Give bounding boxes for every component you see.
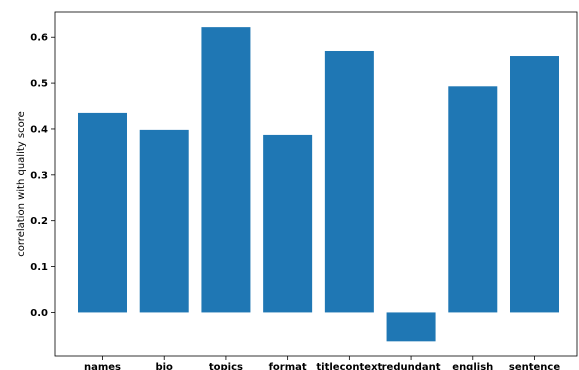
- y-axis-label: correlation with quality score: [16, 111, 27, 257]
- y-tick-label: 0.4: [30, 124, 48, 135]
- bar-names: [78, 112, 127, 313]
- bar-bio: [139, 129, 189, 313]
- x-tick-label-format: format: [269, 362, 307, 370]
- bar-topics: [201, 27, 251, 313]
- bar-titlecontext: [324, 50, 374, 313]
- x-tick-label-redundant: redundant: [382, 362, 441, 370]
- y-ticks-group: 0.0 0.1 0.2 0.3 0.4 0.5 0.6: [30, 33, 55, 319]
- x-tick-label-sentence: sentence: [509, 362, 560, 370]
- y-tick-label: 0.1: [30, 262, 48, 273]
- y-tick-label: 0.2: [30, 216, 48, 227]
- plot-area: [55, 12, 577, 356]
- y-tick-label: 0.6: [30, 33, 48, 44]
- bar-english: [448, 86, 498, 313]
- x-tick-label-topics: topics: [209, 362, 243, 370]
- x-tick-label-english: english: [452, 362, 493, 370]
- bar-format: [263, 134, 313, 313]
- x-tick-label-names: names: [84, 362, 121, 370]
- bar-redundant: [386, 312, 436, 342]
- plot-frame: [54, 11, 578, 357]
- x-tick-label-titlecontext: titlecontext: [316, 362, 382, 370]
- x-tick-label-bio: bio: [155, 362, 173, 370]
- bar-sentence: [510, 56, 559, 313]
- y-tick-label: 0.3: [30, 170, 48, 181]
- y-tick-label: 0.5: [30, 79, 48, 90]
- bars-group: [78, 27, 559, 342]
- y-tick-label: 0.0: [30, 308, 48, 319]
- x-ticks-group: names bio topics format titlecontext redundan…: [84, 356, 560, 370]
